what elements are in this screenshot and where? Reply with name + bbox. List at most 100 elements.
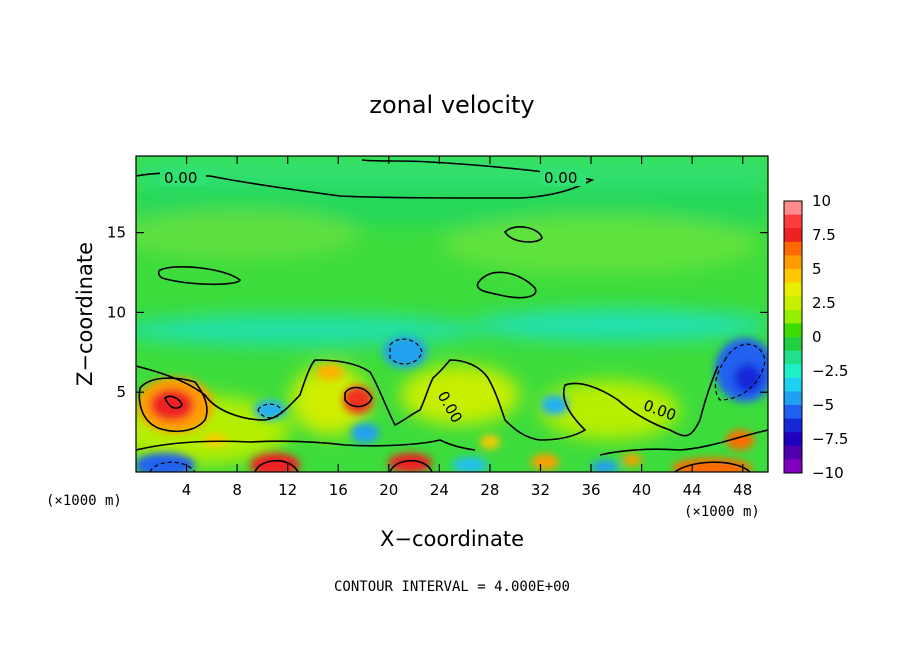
yellow-low-3 <box>540 380 680 440</box>
colorbar-swatch <box>784 459 802 474</box>
colorbar-swatch <box>784 391 802 406</box>
contour-neg-1 <box>389 338 423 365</box>
colorbar-swatch <box>784 350 802 365</box>
x-tick-label: 40 <box>632 481 651 499</box>
contour-neg-3 <box>257 403 283 419</box>
pos-core-10 <box>480 435 500 449</box>
pos-core-11 <box>203 434 227 446</box>
upper-band-edge <box>136 156 768 186</box>
y-axis-title: Z−coordinate <box>73 242 97 386</box>
colorbar-swatch <box>784 241 802 256</box>
contour-zero-upper-loop <box>503 226 543 243</box>
contour-pos-left <box>138 377 208 433</box>
plot-area: 0.00 0.00 0.00 0.00 <box>136 156 768 472</box>
colorbar-swatch <box>784 337 802 352</box>
contour-neg-2 <box>714 343 766 401</box>
colorbar-swatch <box>784 201 802 216</box>
field-smooth <box>136 156 768 465</box>
contour-interval-note: CONTOUR INTERVAL = 4.000E+00 <box>334 579 570 595</box>
contour-label-bg-1 <box>160 168 206 186</box>
x-tick-label: 48 <box>733 481 752 499</box>
neg-core-3 <box>254 400 286 420</box>
colorbar <box>784 201 802 474</box>
x-tick-label: 28 <box>480 481 499 499</box>
colorbar-swatch <box>784 405 802 420</box>
colorbar-swatch <box>784 255 802 270</box>
y-tick-label: 5 <box>116 383 126 401</box>
colorbar-label: 7.5 <box>812 226 836 244</box>
colorbar-label: −10 <box>812 464 844 482</box>
x-tick-label: 12 <box>278 481 297 499</box>
contour-dashed <box>149 338 766 472</box>
contour-zero-mid-loop <box>476 271 537 299</box>
colorbar-swatch <box>784 445 802 460</box>
cyan-belt-2 <box>470 309 768 341</box>
x-axis-ticks: 4 8 12 16 20 24 28 32 36 40 44 48 <box>182 156 752 499</box>
contour-zero-bottom <box>136 439 476 451</box>
contour-pos-bottom-center <box>389 459 433 472</box>
pos-core-7 <box>316 364 344 380</box>
contour-lines <box>136 159 768 472</box>
colorbar-label: 0 <box>812 328 822 346</box>
contour-label-bg-2 <box>540 168 586 186</box>
pos-core-3 <box>343 386 373 414</box>
colorbar-swatch <box>784 228 802 243</box>
patch-a <box>136 210 360 260</box>
x-tick-label: 24 <box>430 481 449 499</box>
contour-zero-lower <box>136 359 719 441</box>
colorbar-label: 2.5 <box>812 294 836 312</box>
pos-core-4 <box>388 453 432 472</box>
x-tick-label: 32 <box>531 481 550 499</box>
contour-pos-bottom-mid <box>254 459 299 472</box>
colorbar-swatch <box>784 214 802 229</box>
contour-pos-mid <box>344 386 373 408</box>
cyan-belt-1 <box>136 314 480 346</box>
pos-core-5 <box>672 458 752 472</box>
colorbar-swatch <box>784 323 802 338</box>
neg-core-8 <box>591 460 619 472</box>
x-tick-label: 16 <box>329 481 348 499</box>
colorbar-ticks: 10 7.5 5 2.5 0 −2.5 −5 −7.5 −10 <box>812 192 848 482</box>
patch-b <box>440 215 760 275</box>
neg-core-4 <box>541 395 569 415</box>
colorbar-frame <box>783 200 803 474</box>
contour-zero-left-loop <box>157 266 241 286</box>
x-tick-label: 20 <box>379 481 398 499</box>
pos-core-1-inner <box>150 389 194 421</box>
colorbar-swatch <box>784 309 802 324</box>
colorbar-label: 10 <box>812 192 831 210</box>
x-unit-right: (×1000 m) <box>684 504 760 520</box>
x-tick-label: 8 <box>232 481 242 499</box>
colorbar-swatch <box>784 432 802 447</box>
neg-core-5 <box>351 423 379 443</box>
neg-core-7 <box>452 457 488 472</box>
contour-pos-bottom-right <box>674 461 751 472</box>
plot-frame <box>135 155 769 473</box>
colorbar-swatch <box>784 418 802 433</box>
y-tick-label: 10 <box>107 303 126 321</box>
contour-label-2: 0.00 <box>544 169 577 187</box>
colorbar-swatch <box>784 282 802 297</box>
contour-zero-right-bottom <box>599 429 768 456</box>
colorbar-swatch <box>784 377 802 392</box>
colorbar-label: −2.5 <box>812 362 848 380</box>
colorbar-swatch <box>784 269 802 284</box>
x-tick-label: 36 <box>581 481 600 499</box>
contour-neg-4 <box>149 461 196 472</box>
neg-core-2-inner <box>734 364 762 392</box>
colorbar-label: 5 <box>812 260 822 278</box>
y-tick-label: 15 <box>107 224 126 242</box>
contour-pos-left-inner <box>164 395 183 409</box>
colorbar-label: −7.5 <box>812 430 848 448</box>
x-axis-title: X−coordinate <box>380 527 524 551</box>
yellow-low-4 <box>290 365 370 435</box>
contour-zero-top <box>136 159 595 199</box>
contour-label-1: 0.00 <box>164 169 197 187</box>
x-tick-label: 4 <box>182 481 192 499</box>
colorbar-label: −5 <box>812 396 834 414</box>
colorbar-swatch <box>784 296 802 311</box>
y-axis-ticks: 5 10 15 <box>107 224 768 401</box>
x-unit-left: (×1000 m) <box>46 493 122 509</box>
neg-core-6 <box>136 453 195 472</box>
